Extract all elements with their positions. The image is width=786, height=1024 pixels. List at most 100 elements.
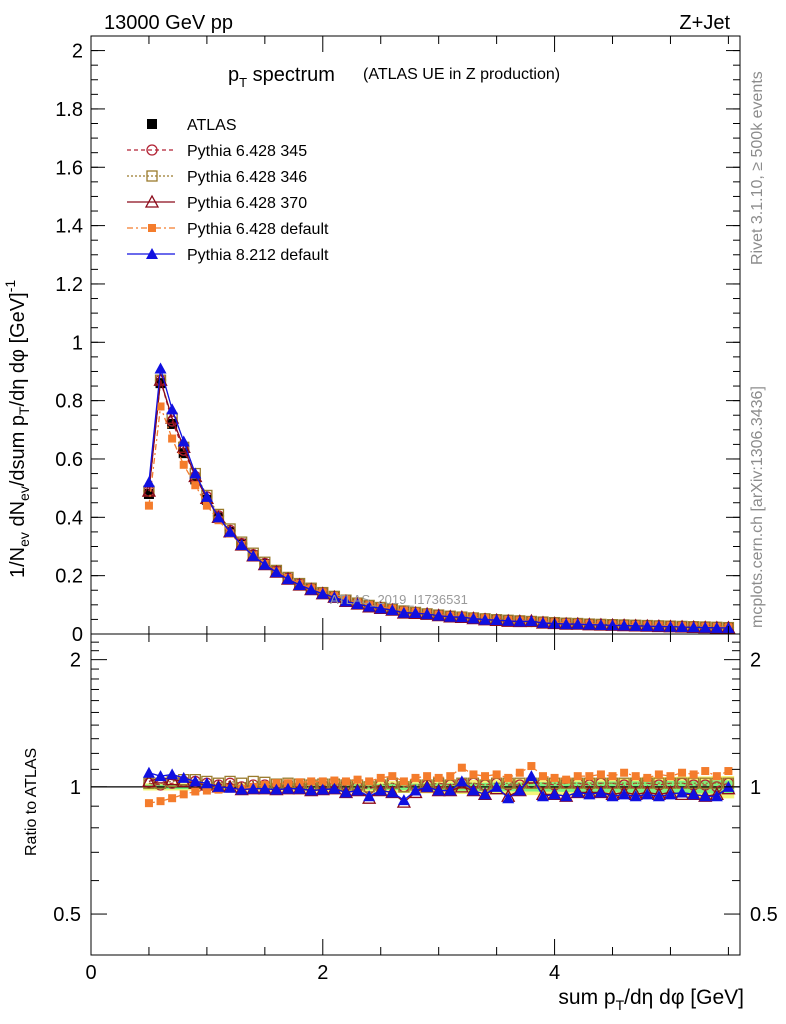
legend-label: ATLAS <box>187 117 237 134</box>
legend-entry: Pythia 6.428 370 <box>127 194 307 212</box>
legend-label: Pythia 6.428 346 <box>187 169 307 186</box>
title-rest: spectrum <box>247 64 335 86</box>
data-point <box>479 613 492 625</box>
ratio-data-point <box>676 786 689 798</box>
legend-label: Pythia 6.428 345 <box>187 143 307 160</box>
ratio-data-point <box>328 782 341 794</box>
ratio-data-point <box>492 770 501 779</box>
ratio-data-point <box>689 770 698 779</box>
ratio-data-point <box>282 782 295 794</box>
ratio-data-point <box>525 770 538 782</box>
ratio-data-point <box>701 767 710 776</box>
data-point <box>177 435 190 447</box>
ratio-data-point <box>699 777 711 789</box>
series-line <box>148 380 729 629</box>
data-point <box>339 595 352 607</box>
data-point <box>386 604 399 616</box>
main-plot-area <box>141 362 736 634</box>
data-point <box>490 613 503 625</box>
data-point <box>235 539 248 551</box>
ratio-data-point <box>339 786 352 798</box>
main-y-tick-label: 0.6 <box>55 449 83 471</box>
data-point <box>328 591 341 603</box>
ratio-data-point <box>168 794 177 803</box>
ratio-y-tick-label: 1 <box>70 777 81 799</box>
main-y-axis-title: 1/Nev dNev/dsum pT/dη dφ [GeV]-1 <box>2 280 32 578</box>
main-y-tick-label: 1.6 <box>55 157 83 179</box>
ratio-data-point <box>235 783 248 795</box>
data-point <box>652 620 665 632</box>
data-point <box>224 525 237 537</box>
data-point <box>455 611 468 623</box>
data-point <box>156 402 165 411</box>
main-y-tick-label: 1 <box>72 332 83 354</box>
x-tick-label: 2 <box>317 962 328 984</box>
main-y-tick-label: 1.8 <box>55 99 83 121</box>
data-point <box>167 418 178 429</box>
ratio-data-point <box>295 778 304 787</box>
ratio-data-point <box>272 779 281 788</box>
legend-entry: Pythia 8.212 default <box>127 247 329 264</box>
main-y-tick-label: 0.2 <box>55 566 83 588</box>
data-point <box>143 488 154 499</box>
ratio-data-point <box>481 772 490 781</box>
ratio-y-tick-label: 2 <box>70 650 81 672</box>
ratio-data-point <box>490 780 503 792</box>
data-point <box>432 609 445 621</box>
ratio-data-point <box>154 770 167 782</box>
watermark: ATLAS_2019_I1736531 <box>330 592 468 607</box>
ratio-y-tick-label: 0.5 <box>53 904 81 926</box>
data-point <box>247 549 260 561</box>
ratio-data-point <box>585 772 594 781</box>
mcplots-source-label: mcplots.cern.ch [arXiv:1306.3436] <box>749 386 766 628</box>
data-point <box>191 481 200 490</box>
ratio-data-point <box>189 775 202 787</box>
data-point <box>176 439 191 453</box>
data-point <box>676 620 689 632</box>
legend-marker <box>148 224 156 232</box>
ratio-data-point <box>699 790 712 802</box>
main-y-tick-label: 0.4 <box>55 507 83 529</box>
ratio-data-point <box>515 768 524 777</box>
data-point <box>397 606 410 618</box>
ratio-data-point <box>513 784 526 796</box>
ratio-data-point <box>596 770 605 779</box>
ratio-data-point <box>432 784 445 796</box>
data-point <box>142 476 155 488</box>
ratio-data-point <box>654 770 663 779</box>
legend-marker <box>147 119 157 129</box>
ratio-data-point <box>353 775 362 784</box>
data-point <box>594 618 607 630</box>
data-point <box>293 578 306 590</box>
ratio-data-point <box>560 790 573 802</box>
ratio-data-point <box>573 772 582 781</box>
ratio-data-point <box>200 777 213 789</box>
data-point <box>189 467 202 479</box>
legend-entry: Pythia 6.428 default <box>127 221 329 238</box>
data-point <box>363 600 376 612</box>
ratio-data-point <box>724 767 733 776</box>
ratio-data-point <box>421 780 434 792</box>
ratio-data-point <box>652 790 665 802</box>
ratio-data-point <box>687 788 700 800</box>
data-point <box>202 501 211 510</box>
x-tick-label: 4 <box>549 962 560 984</box>
ratio-data-point <box>467 784 480 796</box>
ratio-y-tick-label-right: 2 <box>750 650 761 672</box>
data-point <box>190 474 201 485</box>
ratio-data-point <box>212 780 225 792</box>
legend-marker <box>146 144 158 156</box>
title-sub-t: T <box>239 75 247 90</box>
ratio-data-point <box>629 790 642 802</box>
data-point <box>444 610 457 622</box>
ratio-data-point <box>606 790 619 802</box>
data-point <box>305 583 318 595</box>
main-y-tick-label: 0 <box>72 624 83 646</box>
ratio-data-point <box>446 772 455 781</box>
ratio-data-point <box>434 773 443 782</box>
data-point <box>374 602 387 614</box>
ratio-data-point <box>224 781 237 793</box>
ratio-data-point <box>536 790 549 802</box>
ratio-data-point <box>504 773 513 782</box>
ratio-data-point <box>538 772 547 781</box>
